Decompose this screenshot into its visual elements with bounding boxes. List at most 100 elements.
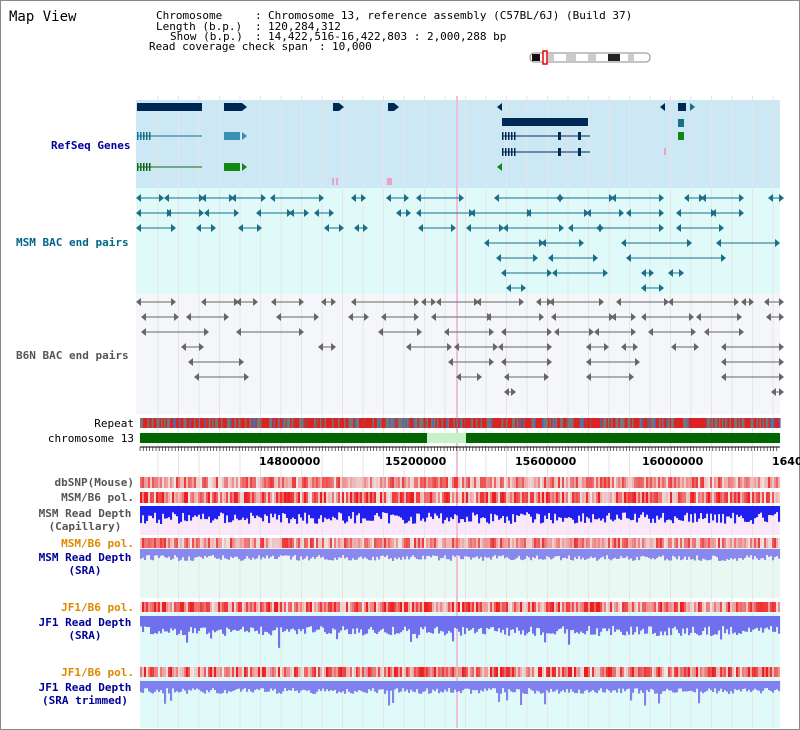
- pol-mark: [366, 538, 369, 548]
- pol-mark: [476, 602, 479, 612]
- depth-mark: [440, 681, 443, 692]
- track-label-msm-bac[interactable]: MSM BAC end pairs: [16, 236, 129, 249]
- pol-mark: [608, 667, 611, 677]
- pol-mark: [378, 538, 381, 548]
- depth-mark: [226, 506, 229, 516]
- depth-mark: [428, 506, 431, 513]
- depth-mark: [494, 506, 497, 515]
- track-label-jf1-b6-pol-1[interactable]: JF1/B6 pol.: [61, 601, 134, 614]
- pol-mark: [312, 492, 315, 503]
- pol-mark: [592, 667, 595, 677]
- depth-mark: [170, 506, 173, 520]
- repeat-mark: [771, 418, 774, 428]
- depth-mark: [148, 549, 151, 556]
- pol-mark: [178, 492, 181, 503]
- depth-mark: [454, 616, 457, 628]
- depth-mark: [262, 549, 265, 558]
- pol-mark: [182, 538, 185, 548]
- pol-mark: [518, 492, 521, 503]
- repeat-mark: [776, 418, 778, 428]
- pol-mark: [236, 602, 239, 612]
- pol-mark: [716, 667, 719, 677]
- track-label-msm-depth-sra-1[interactable]: MSM Read Depth: [38, 551, 132, 564]
- pol-mark: [518, 477, 521, 488]
- pol-mark: [288, 602, 291, 612]
- gene-arrow: [494, 194, 499, 202]
- pol-mark: [334, 477, 337, 488]
- gene-arrow: [603, 269, 608, 277]
- pol-mark: [314, 667, 317, 677]
- pol-mark: [376, 667, 379, 677]
- depth-mark: [258, 616, 261, 634]
- depth-mark: [640, 681, 643, 691]
- repeat-mark: [465, 418, 468, 428]
- repeat-mark: [648, 418, 651, 428]
- pol-mark: [756, 492, 759, 503]
- pol-mark: [252, 602, 255, 612]
- depth-mark: [568, 549, 571, 556]
- pol-mark: [640, 667, 643, 677]
- track-label-jf1-depth-sra-1[interactable]: JF1 Read Depth: [38, 616, 132, 629]
- pol-mark: [482, 602, 485, 612]
- depth-mark: [732, 681, 735, 694]
- repeat-mark: [615, 418, 618, 428]
- repeat-mark: [420, 418, 423, 428]
- repeat-mark: [567, 418, 570, 428]
- depth-mark: [534, 506, 537, 520]
- pol-mark: [730, 602, 733, 612]
- depth-mark: [694, 616, 697, 633]
- pol-mark: [252, 492, 255, 503]
- track-label-dbsnp[interactable]: dbSNP(Mouse): [54, 476, 134, 489]
- pol-mark: [364, 538, 367, 548]
- track-label-b6n-bac[interactable]: B6N BAC end pairs: [16, 349, 129, 362]
- track-label-msm-b6-pol-1[interactable]: MSM/B6 pol.: [61, 491, 134, 504]
- depth-mark: [378, 681, 381, 690]
- pol-mark: [400, 667, 403, 677]
- depth-mark: [304, 681, 307, 691]
- pol-mark: [170, 538, 173, 548]
- depth-mark: [696, 549, 699, 556]
- depth-mark: [508, 616, 511, 636]
- pol-mark: [214, 602, 217, 612]
- pol-mark: [546, 667, 549, 677]
- pol-mark: [650, 538, 653, 548]
- pol-mark: [706, 602, 709, 612]
- pol-mark: [296, 667, 299, 677]
- pol-mark: [444, 538, 447, 548]
- depth-mark: [520, 506, 523, 514]
- track-label-msm-b6-pol-2[interactable]: MSM/B6 pol.: [61, 537, 134, 550]
- pol-mark: [178, 477, 181, 488]
- pol-mark: [288, 667, 291, 677]
- track-label-jf1-b6-pol-2[interactable]: JF1/B6 pol.: [61, 666, 134, 679]
- gene-arrow: [721, 254, 726, 262]
- pol-mark: [290, 602, 293, 612]
- track-label-msm-depth-cap-1[interactable]: MSM Read Depth: [38, 507, 132, 520]
- repeat-mark: [647, 418, 649, 428]
- pol-mark: [526, 667, 529, 677]
- depth-mark: [656, 681, 659, 694]
- depth-mark: [736, 549, 739, 561]
- pol-mark: [542, 477, 545, 488]
- pol-mark: [386, 538, 389, 548]
- pol-mark: [714, 477, 717, 488]
- track-label-refseq[interactable]: RefSeq Genes: [51, 139, 131, 152]
- gene-arrow: [414, 298, 419, 306]
- gene-arrow: [416, 194, 421, 202]
- depth-mark: [548, 506, 551, 514]
- show-label: Show (b.p.): [170, 30, 243, 43]
- depth-mark: [432, 549, 435, 556]
- depth-mark: [716, 616, 719, 635]
- pol-mark: [212, 492, 215, 503]
- depth-mark: [742, 506, 745, 519]
- repeat-mark: [318, 418, 321, 428]
- depth-mark: [530, 616, 533, 627]
- depth-mark: [764, 681, 767, 689]
- depth-mark: [492, 506, 495, 522]
- pol-mark: [612, 667, 615, 677]
- depth-mark: [484, 681, 487, 689]
- pol-mark: [386, 477, 389, 488]
- depth-mark: [208, 506, 211, 517]
- track-label-jf1-depth-trim-1[interactable]: JF1 Read Depth: [38, 681, 132, 694]
- depth-mark: [454, 549, 457, 557]
